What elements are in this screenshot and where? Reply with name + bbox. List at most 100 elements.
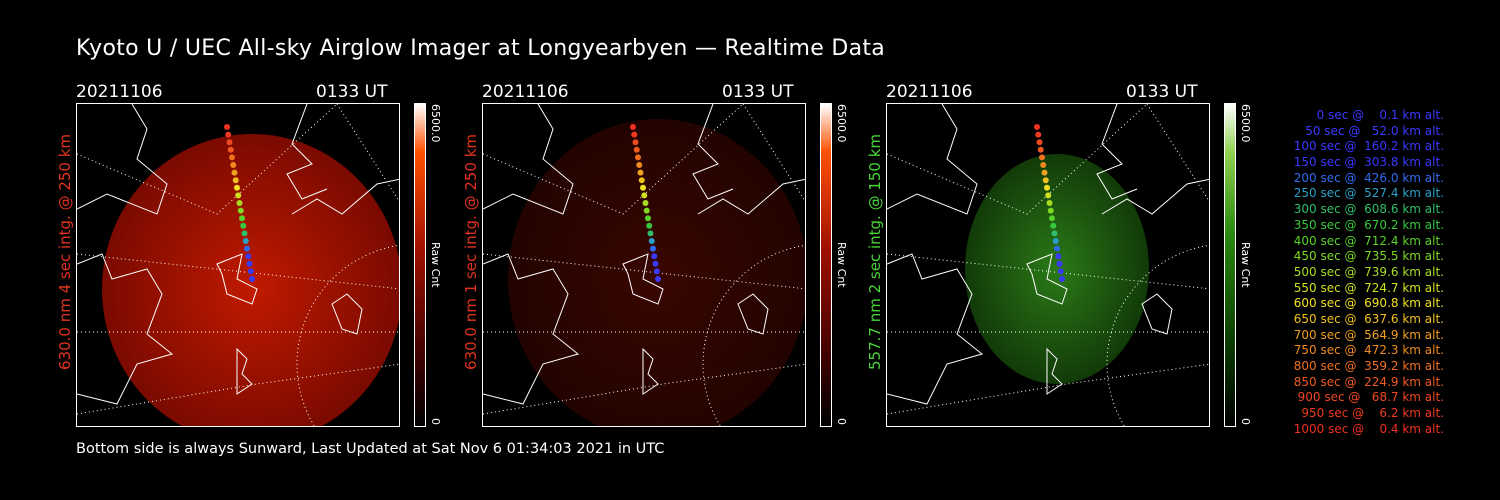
trajectory-point — [240, 222, 247, 229]
coastline — [887, 253, 984, 405]
trajectory-point — [242, 238, 249, 244]
coastline — [1046, 347, 1063, 395]
coastline — [642, 347, 659, 395]
panel-3-image — [886, 103, 1210, 427]
coastline — [737, 293, 769, 335]
legend-entry: 450 sec @ 735.5 km alt. — [1289, 249, 1444, 264]
panel-1-time: 0133 UT — [316, 82, 388, 102]
legend-entry: 400 sec @ 712.4 km alt. — [1289, 233, 1444, 248]
trajectory-point — [1040, 162, 1047, 168]
trajectory-point — [1041, 169, 1048, 176]
trajectory-point — [632, 139, 639, 146]
trajectory-point — [226, 139, 233, 146]
trajectory-point — [249, 276, 255, 282]
panel-3-colorbar-max: 6500.0 — [1239, 104, 1252, 143]
trajectory-point — [640, 184, 646, 191]
coastline — [77, 104, 168, 215]
panel-3-colorbar-unit: Raw Cnt — [1239, 242, 1252, 288]
coastline — [1101, 178, 1209, 215]
coastline — [291, 178, 399, 215]
coastline — [697, 178, 805, 215]
trajectory-point — [642, 200, 649, 206]
trajectory-point — [1045, 192, 1052, 199]
trajectory-point — [651, 253, 658, 260]
trajectory-point — [1037, 146, 1044, 153]
trajectory-point — [635, 154, 641, 161]
trajectory-point — [225, 131, 232, 138]
panel-2-time: 0133 UT — [722, 82, 794, 102]
legend-entry: 350 sec @ 670.2 km alt. — [1289, 217, 1444, 232]
grid-line — [483, 104, 744, 215]
legend-entry: 900 sec @ 68.7 km alt. — [1293, 390, 1444, 405]
trajectory-point — [1036, 139, 1043, 146]
trajectory-point — [645, 215, 651, 222]
trajectory-point — [637, 169, 644, 176]
trajectory-point — [1044, 184, 1050, 191]
trajectory-point — [236, 200, 243, 206]
trajectory-point — [648, 238, 655, 244]
trajectory-point — [631, 131, 638, 138]
trajectory-point — [1050, 222, 1057, 229]
legend-entry: 850 sec @ 224.9 km alt. — [1289, 374, 1444, 389]
coastline — [236, 347, 253, 395]
coastline — [483, 104, 574, 215]
trajectory-point — [1047, 207, 1054, 214]
trajectory-legend: 0 sec @ 0.1 km alt. 50 sec @ 52.0 km alt… — [1262, 108, 1444, 437]
legend-entry: 300 sec @ 608.6 km alt. — [1289, 202, 1444, 217]
trajectory-point — [636, 162, 643, 168]
coastline — [1096, 104, 1138, 200]
legend-entry: 700 sec @ 564.9 km alt. — [1289, 327, 1444, 342]
coastline — [286, 104, 328, 200]
trajectory-point — [1059, 276, 1065, 282]
legend-entry: 750 sec @ 472.3 km alt. — [1289, 343, 1444, 358]
panel-2-colorbar-min: 0 — [835, 418, 848, 425]
coastline — [1026, 253, 1068, 305]
trajectory-point — [247, 268, 254, 275]
panel-1-date: 20211106 — [76, 82, 163, 102]
trajectory-point — [1042, 177, 1049, 184]
panel-3-wavelength-label: 557.7 nm 2 sec intg. @ 150 km — [866, 133, 884, 370]
panel-2-date: 20211106 — [482, 82, 569, 102]
panel-1-colorbar-min: 0 — [429, 418, 442, 425]
panel-1-colorbar-unit: Raw Cnt — [429, 242, 442, 288]
coastline — [77, 253, 174, 405]
trajectory-point — [239, 215, 245, 222]
panel-3-colorbar — [1224, 103, 1236, 427]
legend-entry: 500 sec @ 739.6 km alt. — [1289, 264, 1444, 279]
trajectory-point — [246, 260, 253, 267]
legend-entry: 100 sec @ 160.2 km alt. — [1289, 139, 1444, 154]
trajectory-point — [234, 184, 240, 191]
trajectory-point — [1034, 124, 1040, 130]
grid-line — [887, 104, 1148, 215]
grid-line — [1146, 104, 1209, 202]
legend-entry: 200 sec @ 426.0 km alt. — [1289, 170, 1444, 185]
trajectory-point — [241, 230, 248, 237]
trajectory-point — [232, 177, 239, 184]
trajectory-point — [647, 230, 654, 237]
trajectory-point — [655, 276, 661, 282]
trajectory-point — [224, 124, 230, 130]
legend-entry: 250 sec @ 527.4 km alt. — [1289, 186, 1444, 201]
coastline — [331, 293, 363, 335]
airglow-image — [965, 154, 1149, 384]
trajectory-point — [650, 245, 656, 252]
trajectory-point — [231, 169, 238, 176]
trajectory-point — [633, 146, 640, 153]
trajectory-point — [229, 154, 235, 161]
trajectory-point — [653, 268, 660, 275]
panel-2-wavelength-label: 630.0 nm 1 sec intg. @ 250 km — [462, 133, 480, 370]
trajectory-point — [1056, 260, 1063, 267]
coastline — [692, 104, 734, 200]
panel-1-image — [76, 103, 400, 427]
footer-status: Bottom side is always Sunward, Last Upda… — [76, 441, 665, 457]
legend-entry: 0 sec @ 0.1 km alt. — [1305, 108, 1444, 122]
panel-3-date: 20211106 — [886, 82, 973, 102]
grid-circle — [1106, 244, 1209, 426]
grid-line — [77, 104, 338, 215]
trajectory-point — [643, 207, 650, 214]
panel-3-time: 0133 UT — [1126, 82, 1198, 102]
legend-entry: 550 sec @ 724.7 km alt. — [1289, 280, 1444, 295]
legend-entry: 1000 sec @ 0.4 km alt. — [1293, 421, 1444, 436]
coastline — [216, 253, 258, 305]
trajectory-point — [646, 222, 653, 229]
